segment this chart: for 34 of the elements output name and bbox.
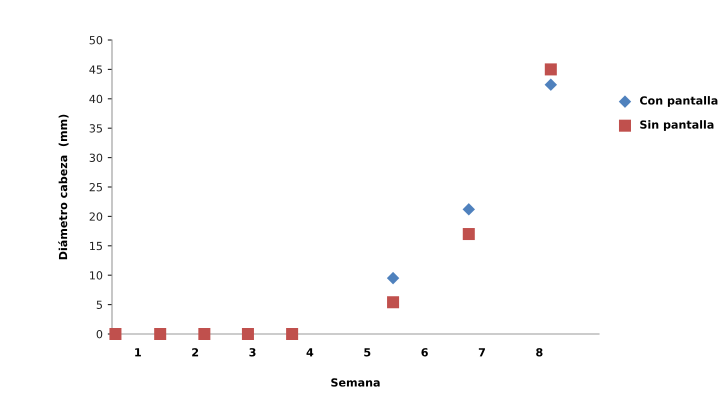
- point: [462, 228, 475, 240]
- y-tick-label: 15: [90, 242, 102, 250]
- y-tick-label: 40: [89, 94, 102, 104]
- point: [242, 328, 254, 340]
- y-tick-label: 5: [96, 300, 102, 309]
- y-tick-label: 20: [90, 212, 102, 221]
- point: [462, 203, 475, 216]
- x-tick-label: 8: [536, 348, 543, 356]
- point: [109, 328, 122, 340]
- y-tick-label: 45: [89, 66, 102, 74]
- legend-label: Sin pantalla: [640, 120, 714, 131]
- point: [544, 78, 558, 91]
- point: [387, 296, 400, 308]
- point: [544, 63, 557, 76]
- x-tick-label: 3: [249, 348, 256, 356]
- point: [198, 328, 210, 340]
- x-tick-label: 2: [192, 348, 198, 356]
- y-tick-label: 10: [90, 271, 102, 280]
- x-tick-label: 7: [478, 348, 485, 356]
- point: [386, 272, 400, 284]
- y-tick-label: 0: [96, 330, 102, 338]
- y-tick-label: 25: [90, 182, 102, 192]
- y-tick-label: 35: [90, 124, 102, 133]
- x-tick-label: 1: [135, 348, 141, 356]
- y-tick-label: 50: [90, 36, 102, 44]
- point: [286, 328, 298, 340]
- x-tick-label: 5: [364, 348, 370, 356]
- y-tick-label: 30: [90, 154, 102, 162]
- point: [154, 328, 166, 340]
- legend-label: Con pantalla: [640, 96, 718, 107]
- y-axis-title: Diámetro cabeza (mm): [58, 114, 69, 260]
- x-tick-label: 4: [306, 348, 314, 356]
- x-axis-title: Semana: [331, 378, 380, 387]
- x-tick-label: 6: [421, 348, 428, 356]
